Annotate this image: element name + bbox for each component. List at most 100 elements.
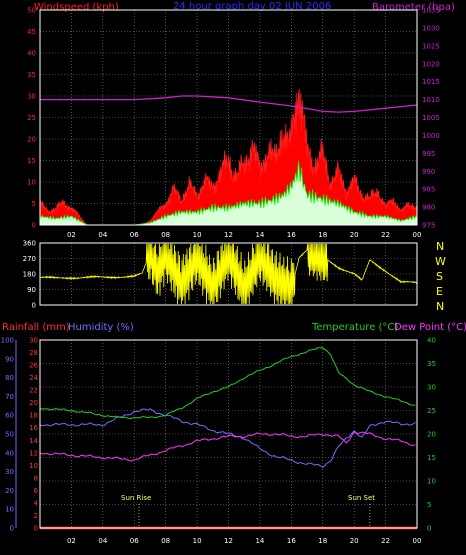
- barometer-tick-label: 1015: [422, 78, 440, 86]
- rainfall-tick-label: 12: [29, 449, 38, 457]
- wind-x-tick-label: 14: [255, 231, 264, 239]
- barometer-tick-label: 1030: [422, 24, 440, 32]
- barometer-tick-label: 1010: [422, 96, 440, 104]
- rainfall-tick-label: 10: [29, 462, 38, 470]
- windspeed-tick-label: 40: [27, 50, 36, 58]
- temperature-tick-label: 35: [427, 360, 436, 368]
- compass-n-top: N: [436, 240, 444, 253]
- windspeed-axis-title: Windspeed (kph): [34, 2, 119, 13]
- sunset-label: Sun Set: [348, 494, 375, 502]
- compass-w: W: [435, 255, 446, 268]
- temperature-line: [39, 347, 416, 420]
- humidity-axis-title: Humidity (%): [68, 322, 134, 333]
- direction-plot-frame: [39, 242, 418, 306]
- climate-x-tick-label: 14: [255, 537, 264, 545]
- barometer-tick-label: 1035: [422, 7, 440, 15]
- direction-tick-label: 360: [23, 240, 36, 248]
- temperature-tick-label: 0: [427, 525, 431, 533]
- climate-x-tick-label: 02: [67, 537, 76, 545]
- barometer-tick-label: 1005: [422, 114, 440, 122]
- climate-plot-frame: [39, 339, 418, 529]
- wind-x-tick-label: 02: [67, 231, 76, 239]
- climate-x-tick-label: 22: [381, 537, 390, 545]
- rainfall-tick-label: 28: [29, 349, 38, 357]
- humidity-tick-label: 90: [5, 355, 14, 363]
- wind-x-tick-label: 08: [161, 231, 170, 239]
- direction-tick-label: 270: [23, 255, 36, 263]
- wind-x-tick-label: 18: [318, 231, 327, 239]
- rainfall-tick-label: 16: [29, 424, 38, 432]
- climate-x-tick-label: 08: [161, 537, 170, 545]
- rainfall-axis-title: Rainfall (mm): [2, 322, 70, 333]
- direction-tick-label: 0: [32, 302, 36, 310]
- windspeed-tick-label: 5: [32, 200, 36, 208]
- climate-x-tick-label: 16: [287, 537, 296, 545]
- dewpoint-axis-title: Dew Point (°C): [394, 322, 466, 333]
- humidity-line: [39, 408, 416, 468]
- temperature-tick-label: 5: [427, 501, 431, 509]
- humidity-tick-label: 60: [5, 412, 14, 420]
- rainfall-tick-label: 22: [29, 387, 38, 395]
- wind-direction-line: [39, 243, 418, 305]
- direction-tick-label: 180: [23, 271, 36, 279]
- rainfall-tick-label: 24: [29, 374, 38, 382]
- wind-x-tick-label: 06: [130, 231, 139, 239]
- rainfall-tick-label: 4: [34, 499, 39, 507]
- barometer-tick-label: 990: [422, 168, 435, 176]
- humidity-tick-label: 20: [5, 487, 14, 495]
- windspeed-tick-label: 25: [27, 114, 36, 122]
- wind-plot-frame: [39, 9, 418, 226]
- rainfall-tick-label: 8: [34, 474, 38, 482]
- windspeed-tick-label: 20: [27, 136, 36, 144]
- compass-n-bottom: N: [436, 300, 444, 313]
- rainfall-tick-label: 26: [29, 362, 38, 370]
- humidity-tick-label: 80: [5, 374, 14, 382]
- barometer-tick-label: 1000: [422, 132, 440, 140]
- humidity-tick-label: 100: [1, 337, 14, 345]
- rainfall-tick-label: 6: [34, 487, 39, 495]
- climate-x-tick-label: 00: [413, 537, 422, 545]
- wind-x-tick-label: 00: [413, 231, 422, 239]
- windspeed-average-area: [40, 160, 417, 225]
- climate-x-tick-label: 06: [130, 537, 139, 545]
- rainfall-tick-label: 30: [29, 337, 38, 345]
- temperature-axis-title: Temperature (°C): [311, 322, 398, 333]
- temperature-tick-label: 40: [427, 337, 436, 345]
- barometer-tick-label: 995: [422, 150, 435, 158]
- dewpoint-line: [39, 431, 416, 462]
- wind-x-tick-label: 16: [287, 231, 296, 239]
- windspeed-tick-label: 10: [27, 179, 36, 187]
- climate-x-tick-label: 10: [193, 537, 202, 545]
- temperature-tick-label: 10: [427, 478, 436, 486]
- climate-x-tick-label: 18: [318, 537, 327, 545]
- windspeed-tick-label: 15: [27, 157, 36, 165]
- temperature-tick-label: 30: [427, 384, 436, 392]
- wind-x-tick-label: 22: [381, 231, 390, 239]
- temperature-tick-label: 15: [427, 454, 436, 462]
- rainfall-tick-label: 20: [29, 399, 38, 407]
- barometer-axis-title: Barometer (hpa): [372, 2, 455, 13]
- barometer-tick-label: 980: [422, 204, 435, 212]
- windspeed-tick-label: 50: [27, 7, 36, 15]
- barometer-tick-label: 1020: [422, 60, 440, 68]
- windspeed-tick-label: 30: [27, 93, 36, 101]
- temperature-tick-label: 20: [427, 431, 436, 439]
- windspeed-tick-label: 45: [27, 28, 36, 36]
- rainfall-tick-label: 14: [29, 437, 38, 445]
- wind-x-tick-label: 12: [224, 231, 233, 239]
- direction-tick-label: 90: [27, 286, 36, 294]
- humidity-tick-label: 0: [10, 525, 14, 533]
- barometer-tick-label: 1025: [422, 42, 440, 50]
- windspeed-tick-label: 0: [32, 222, 36, 230]
- wind-x-tick-label: 20: [350, 231, 359, 239]
- wind-x-tick-label: 04: [98, 231, 107, 239]
- barometer-line: [40, 95, 418, 113]
- humidity-tick-label: 10: [5, 506, 14, 514]
- chart-title: 24 hour graph day 02 JUN 2006: [173, 1, 331, 12]
- wind-x-tick-label: 10: [193, 231, 202, 239]
- compass-s: S: [436, 270, 443, 283]
- climate-x-tick-label: 04: [98, 537, 107, 545]
- rainfall-tick-label: 0: [34, 525, 38, 533]
